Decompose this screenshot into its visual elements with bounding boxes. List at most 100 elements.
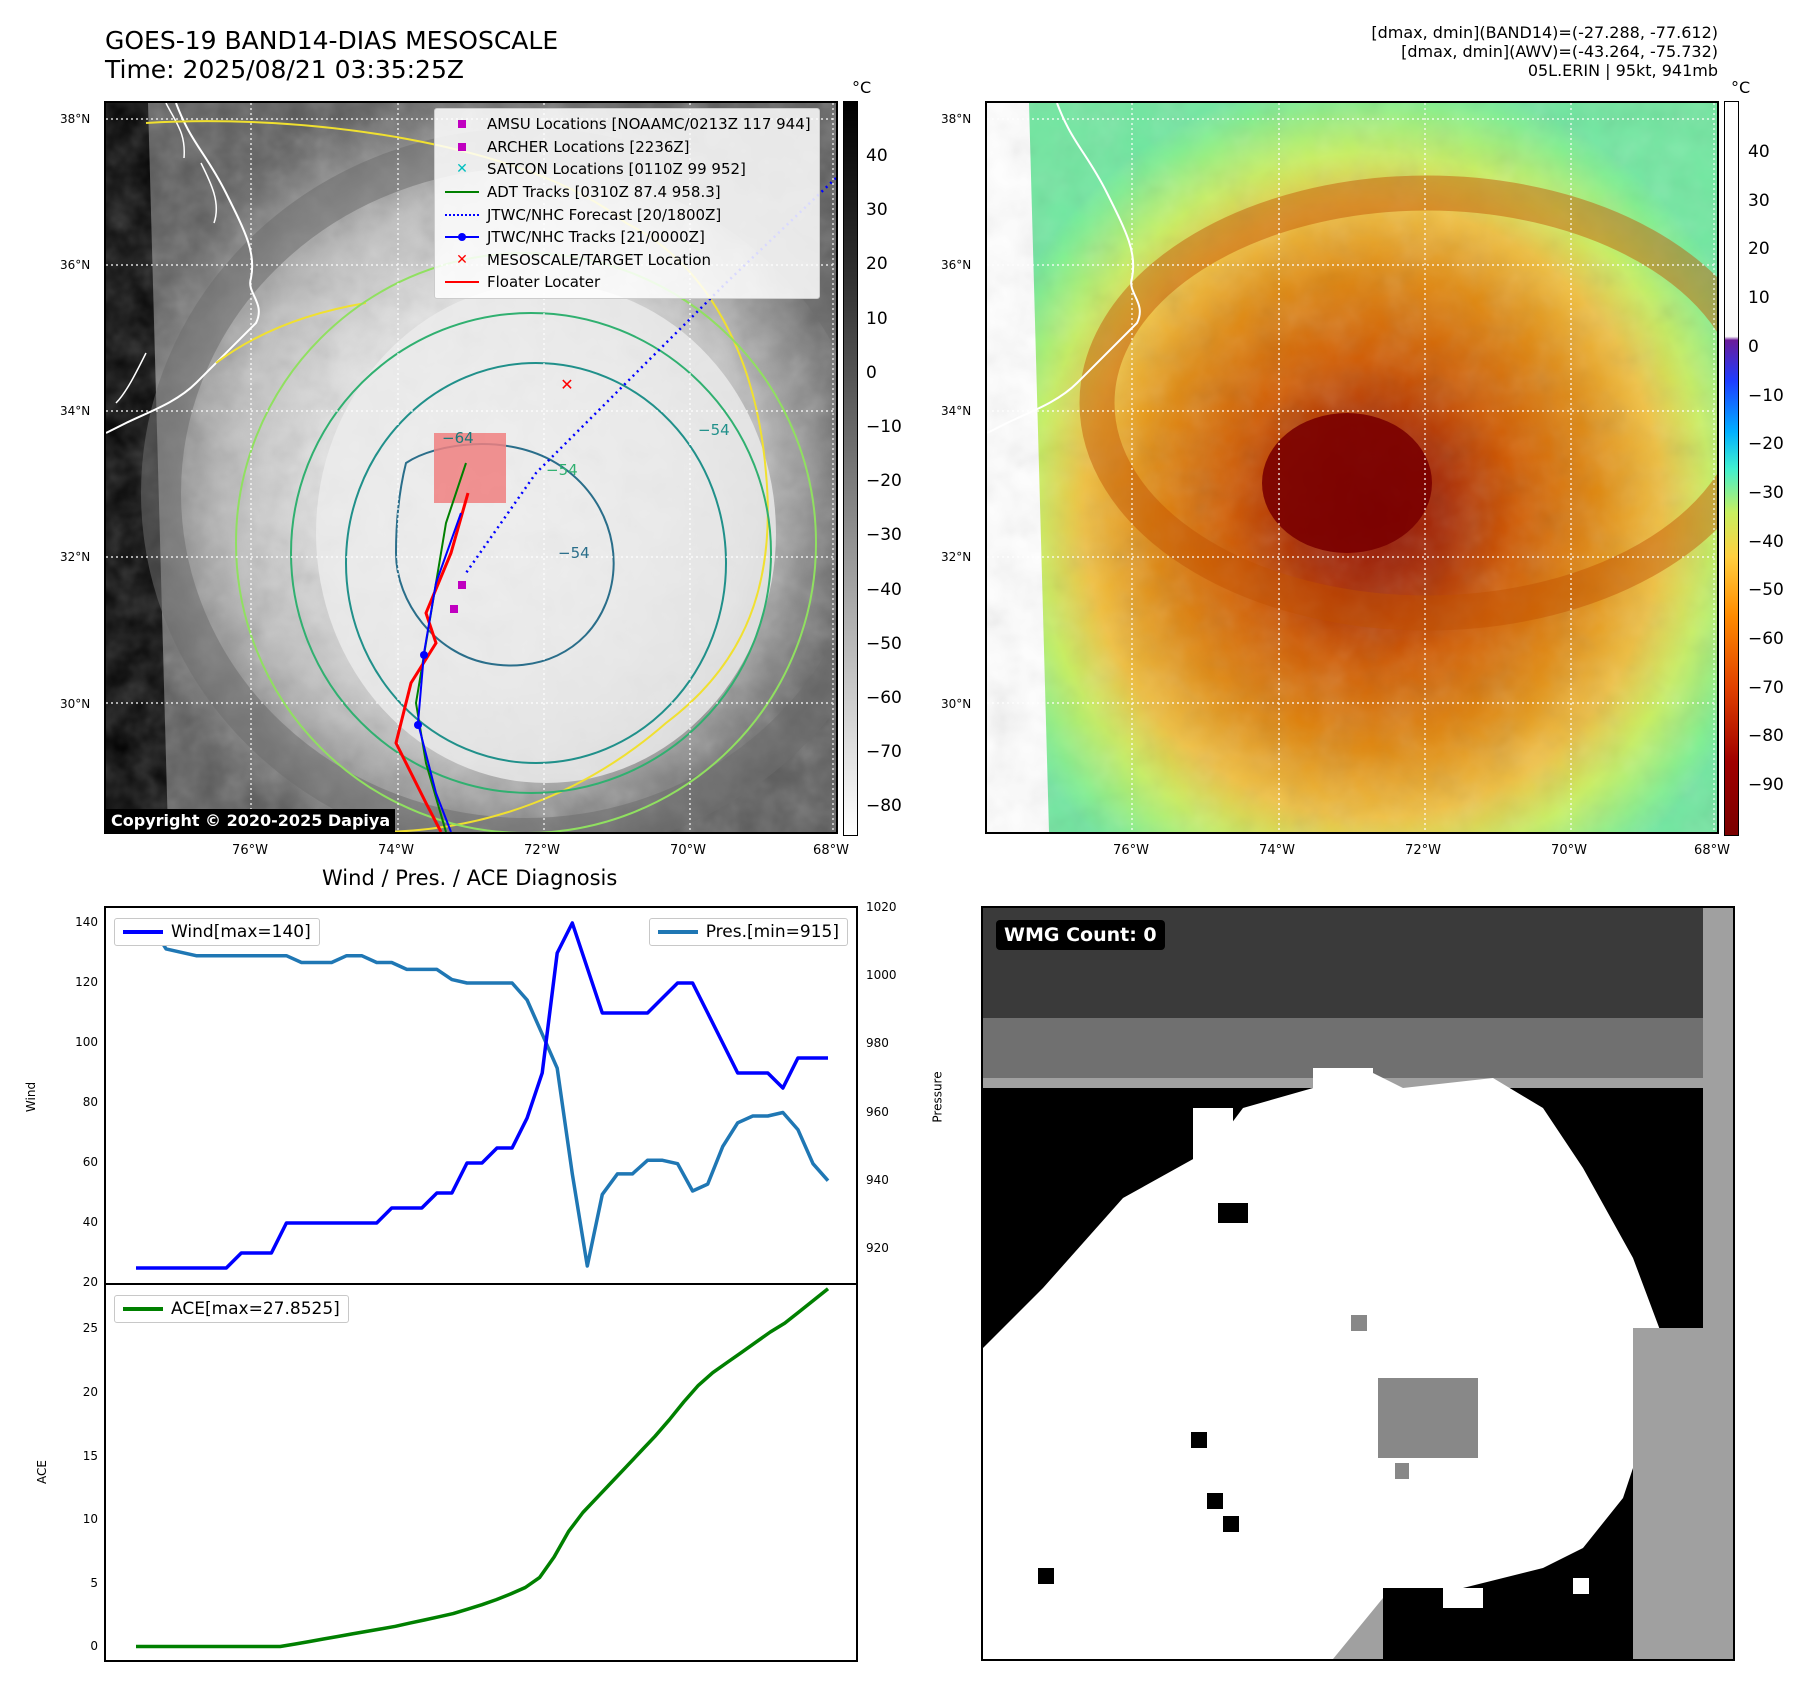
lat-tick-label: 32°N <box>60 550 91 564</box>
colorbar-tick-label: 0 <box>866 362 877 383</box>
legend-symbol <box>443 213 481 216</box>
awv-map-panel <box>985 101 1719 834</box>
lon-tick-label: 74°W <box>1259 843 1295 858</box>
contour-teal <box>345 362 727 764</box>
wmg-cell <box>1383 1588 1633 1659</box>
pres-legend-label: Pres.[min=915] <box>705 922 839 942</box>
legend-item: JTWC/NHC Tracks [21/0000Z] <box>443 226 811 249</box>
colorbar-tick-label: −20 <box>866 471 902 492</box>
ace-tick-label: 20 <box>82 1385 98 1400</box>
wmg-cell <box>1573 1578 1589 1594</box>
ace-tick-label: 15 <box>82 1448 98 1463</box>
wind-legend: Wind[max=140] <box>114 918 320 946</box>
colorbar-tick-label: −70 <box>1748 677 1784 698</box>
pres-legend: Pres.[min=915] <box>648 918 848 946</box>
pressure-tick-label: 1020 <box>866 900 897 914</box>
wind-tick-label: 120 <box>75 975 98 989</box>
ir-legend: AMSU Locations [NOAAMC/0213Z 117 944] ARC… <box>434 108 820 299</box>
colorbar-tick-label: 0 <box>1748 336 1759 357</box>
legend-label: JTWC/NHC Tracks [21/0000Z] <box>487 228 705 247</box>
wind-legend-label: Wind[max=140] <box>171 922 311 942</box>
colorbar-tick-label: −90 <box>1748 775 1784 796</box>
pressure-tick-label: 940 <box>866 1172 889 1187</box>
lon-tick-label: 72°W <box>524 843 560 858</box>
ace-tick-label: 5 <box>90 1575 98 1590</box>
ace-legend-swatch <box>123 1307 163 1311</box>
colorbar-tick-label: −70 <box>866 742 902 763</box>
pressure-tick-label: 1000 <box>866 968 897 983</box>
contour-dark-teal <box>394 443 615 667</box>
colorbar-tick-label: −10 <box>866 417 902 437</box>
nhc-track-point <box>414 721 422 729</box>
ace-tick-label: 0 <box>90 1639 98 1654</box>
ace-legend: ACE[max=27.8525] <box>114 1295 349 1323</box>
intensity-info: [dmax, dmin](BAND14)=(-27.288, -77.612) … <box>1371 23 1718 80</box>
wmg-cell <box>983 1608 1293 1659</box>
contour-label: −54 <box>546 461 578 479</box>
legend-label: AMSU Locations [NOAAMC/0213Z 117 944] <box>487 115 811 134</box>
lon-tick-label: 70°W <box>1551 843 1587 858</box>
wmg-interior <box>983 1068 1663 1659</box>
wmg-cell <box>1378 1378 1478 1458</box>
colorbar-tick-label: 30 <box>1748 190 1770 211</box>
title-line-1: GOES-19 BAND14-DIAS MESOSCALE <box>105 26 559 55</box>
wmg-cell <box>1218 1203 1248 1223</box>
awv-band <box>1079 175 1717 631</box>
pressure-tick-label: 980 <box>866 1036 889 1051</box>
colorbar-tick-label: −50 <box>1748 580 1784 601</box>
lon-tick-label: 76°W <box>232 843 268 858</box>
legend-symbol <box>443 120 481 129</box>
legend-label: Floater Locater <box>487 273 601 292</box>
lat-tick-label: 30°N <box>941 697 972 711</box>
wmg-cell <box>1351 1315 1367 1331</box>
pres-legend-swatch <box>657 930 698 934</box>
band14-range: [dmax, dmin](BAND14)=(-27.288, -77.612) <box>1371 23 1718 42</box>
pressure-tick-label: 920 <box>866 1240 889 1255</box>
colorbar-tick-label: −50 <box>866 633 902 654</box>
mesoscale-target-marker: ✕ <box>560 375 573 394</box>
awv-colorbar-unit: °C <box>1731 78 1751 97</box>
colorbar-tick-label: 10 <box>1748 288 1770 309</box>
wmg-panel: WMG Count: 0 <box>981 906 1735 1661</box>
wmg-pixel-map <box>983 908 1733 1659</box>
wind-tick-label: 140 <box>75 915 98 929</box>
colorbar-tick-label: −80 <box>866 796 902 817</box>
wind-pres-panel: Wind[max=140] Pres.[min=915] <box>104 906 858 1285</box>
wind-tick-label: 20 <box>82 1275 98 1289</box>
colorbar-tick-label: −30 <box>1748 482 1784 503</box>
wmg-cell <box>1191 1432 1207 1448</box>
ace-tick-label: 10 <box>82 1512 98 1527</box>
awv-gridlines <box>987 103 1717 832</box>
wmg-cell <box>1038 1568 1054 1584</box>
legend-item: ✕ SATCON Locations [0110Z 99 952] <box>443 158 811 181</box>
awv-core <box>1262 413 1432 553</box>
lon-tick-label: 68°W <box>1694 843 1730 858</box>
wmg-cell <box>1313 1068 1373 1103</box>
wmg-cell <box>1207 1493 1223 1509</box>
wind-tick-label: 60 <box>82 1155 98 1169</box>
legend-label: ADT Tracks [0310Z 87.4 958.3] <box>487 183 721 202</box>
ace-tick-label: 25 <box>82 1321 98 1336</box>
ir-coastline-2 <box>115 103 218 404</box>
legend-item: ARCHER Locations [2236Z] <box>443 136 811 159</box>
nhc-track-point <box>420 651 428 659</box>
colorbar-tick-label: −40 <box>1748 531 1784 552</box>
amsu-marker <box>450 605 458 613</box>
legend-item: ✕ MESOSCALE/TARGET Location <box>443 249 811 272</box>
wmg-cell <box>1703 908 1733 1659</box>
colorbar-tick-label: −30 <box>866 525 902 546</box>
wind-axis-label: Wind <box>24 1081 39 1113</box>
wmg-cell <box>1395 1463 1409 1479</box>
wind-tick-label: 40 <box>82 1215 98 1229</box>
ir-coastline <box>106 103 260 434</box>
awv-range: [dmax, dmin](AWV)=(-43.264, -75.732) <box>1401 42 1718 61</box>
colorbar-tick-label: −60 <box>1748 629 1784 649</box>
legend-item: AMSU Locations [NOAAMC/0213Z 117 944] <box>443 113 811 136</box>
colorbar-tick-label: −40 <box>866 579 902 600</box>
storm-id: 05L.ERIN | 95kt, 941mb <box>1527 61 1718 80</box>
wind-line <box>136 921 828 1270</box>
title-line-2: Time: 2025/08/21 03:35:25Z <box>105 55 464 84</box>
figure-title: GOES-19 BAND14-DIAS MESOSCALE Time: 2025… <box>105 26 558 84</box>
wmg-cell <box>1223 1516 1239 1532</box>
legend-item: ADT Tracks [0310Z 87.4 958.3] <box>443 181 811 204</box>
